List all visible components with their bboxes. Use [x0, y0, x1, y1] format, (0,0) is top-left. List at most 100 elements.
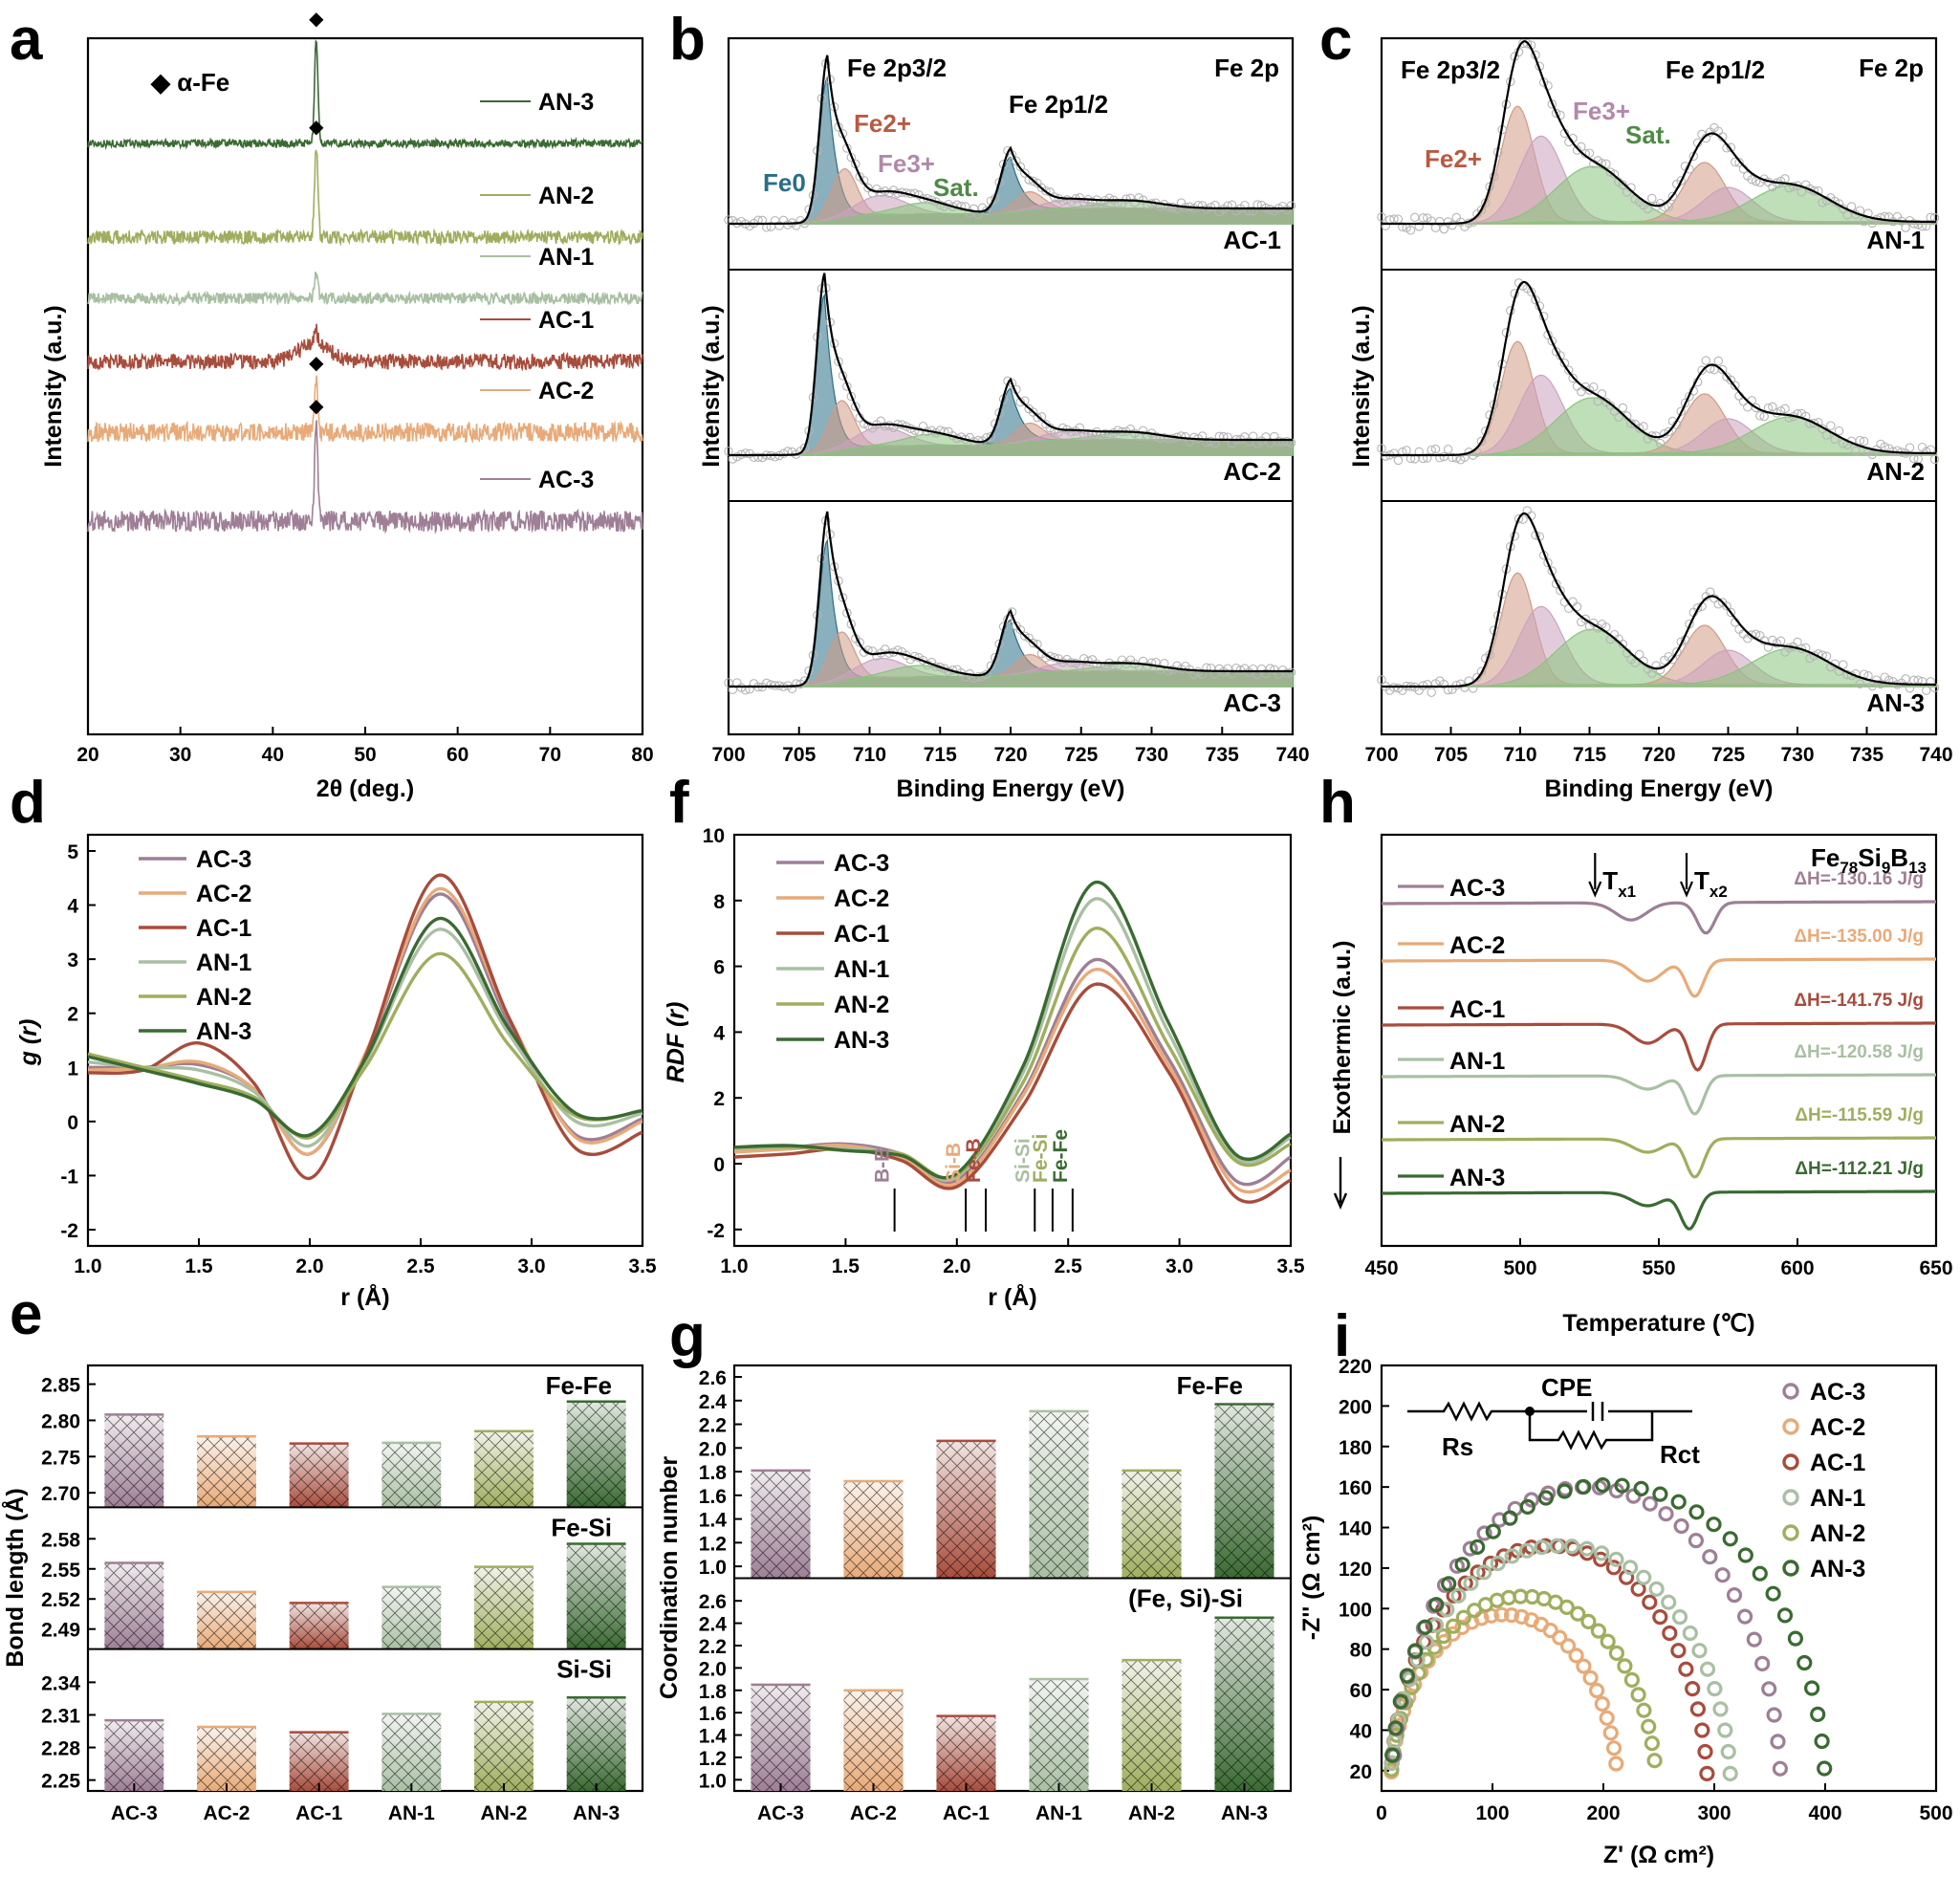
ytick-i: 40 [1350, 1720, 1372, 1742]
nyquist-point-AN-1 [1476, 1564, 1492, 1581]
xps-data-point [1405, 226, 1416, 235]
xps-data-point [1514, 513, 1524, 524]
xtick-g: AN-3 [1221, 1802, 1268, 1824]
tx-arrow [1679, 881, 1694, 898]
xtick-c: 710 [1503, 744, 1536, 766]
bond-marker-Si-B: Si-B [943, 1143, 965, 1183]
xrd-curve-AN-3 [87, 39, 643, 151]
nyquist-point-AN-1 [1549, 1538, 1565, 1554]
xps-data-point [778, 448, 789, 459]
xtick-a: 20 [76, 744, 98, 766]
ytick-d: -1 [60, 1166, 78, 1188]
alpha-fe-marker: ◆ [309, 9, 324, 30]
xps-data-point [1580, 614, 1590, 624]
ytick-d: 4 [67, 896, 78, 918]
ytick-i: 80 [1350, 1640, 1372, 1662]
nyquist-point-AC-2 [1608, 1756, 1624, 1772]
panel-d-plot: 1.0 1.5 2.0 2.5 3.0 3.5 -2 -1 0 1 2 3 4 5 AC-3 AC-2 AC-1… [60, 841, 657, 1277]
nyquist-point-AN-1 [1622, 1560, 1639, 1576]
xtick-b: 710 [853, 744, 886, 766]
xps-data-point [1922, 447, 1931, 457]
nyquist-point-AN-3 [1485, 1523, 1501, 1539]
panel-d-gr: 1.0 1.5 2.0 2.5 3.0 3.5 -2 -1 0 1 2 3 4 5 AC-3 AC-2 AC-1… [15, 833, 657, 1311]
nyquist-point-AN-1 [1717, 1722, 1733, 1738]
nyquist-point-AN-2 [1617, 1658, 1633, 1674]
panel-b-fe2p32: Fe 2p3/2 [847, 54, 947, 82]
xtick-f: 2.0 [943, 1255, 970, 1277]
ytick-g: 2.0 [699, 1438, 727, 1460]
panel-c-fe2p12: Fe 2p1/2 [1666, 55, 1765, 84]
nyquist-point-AN-3 [1810, 1706, 1826, 1723]
xps-data-point [1176, 431, 1187, 441]
nyquist-point-AN-3 [1502, 1510, 1518, 1526]
xps-data-point [1015, 624, 1026, 635]
nyquist-point-AN-2 [1383, 1761, 1400, 1778]
xps-data-point [1377, 444, 1386, 453]
panel-c-xps-an: AN-1 AN-2 AN-3 700 705 710 715 720 725 730 735 740… [1348, 36, 1953, 802]
panel-e-bond-length: 2.70 2.75 2.80 2.85 Fe-Fe 2.49 2.52 2.55 2.58 Fe-… [1, 1364, 644, 1824]
xtick-h: 450 [1364, 1257, 1398, 1279]
panel-label-i: i [1334, 1303, 1350, 1369]
nyquist-point-AN-3 [1814, 1733, 1830, 1750]
xps-data-point [1572, 601, 1582, 612]
ytick-g: 2.0 [699, 1658, 727, 1680]
xps-data-point [1647, 668, 1657, 679]
xps-data-point [1800, 643, 1811, 653]
xps-data-point [1476, 436, 1487, 447]
xps-data-point [1667, 191, 1678, 202]
panel-d-frame [86, 833, 644, 1248]
xps-data-point [1634, 424, 1644, 433]
xtick-b: 740 [1275, 744, 1309, 766]
xtick-d: 3.5 [628, 1255, 657, 1277]
nyquist-point-AN-3 [1384, 1747, 1401, 1763]
ytick-i: 200 [1339, 1396, 1372, 1418]
xtick-b: 700 [711, 744, 745, 766]
nyquist-point-AC-3 [1476, 1525, 1492, 1541]
e-subplot-Fe-Si: Fe-Si [551, 1513, 612, 1541]
nyquist-point-AN-1 [1720, 1743, 1736, 1760]
nyquist-point-AN-3 [1765, 1585, 1781, 1602]
xps-fit-envelope [729, 55, 1293, 226]
nyquist-point-AN-2 [1646, 1753, 1663, 1769]
xps-data-point [1734, 158, 1744, 167]
nyquist-point-AC-2 [1514, 1608, 1530, 1626]
xrd-legend-AN-2: AN-2 [538, 183, 594, 209]
dsc-curve-AN-3 [1382, 1189, 1936, 1231]
xps-data-point [1377, 212, 1386, 222]
xps-data-point [1618, 403, 1628, 413]
xrd-curve-AN-1 [87, 272, 643, 307]
nyquist-point-AN-2 [1435, 1627, 1452, 1645]
xps-data-point [991, 652, 1000, 663]
xtick-b: 720 [993, 744, 1027, 766]
nyquist-point-AC-3 [1625, 1488, 1642, 1504]
xps-data-point [1265, 438, 1275, 447]
nyquist-point-AN-2 [1418, 1651, 1434, 1668]
xps-data-point [1713, 600, 1724, 609]
xps-data-point [1701, 133, 1711, 143]
nyquist-point-AN-1 [1579, 1540, 1595, 1557]
xps-data-point [1855, 435, 1865, 446]
nyquist-point-AN-1 [1418, 1634, 1434, 1650]
xps-data-point [1722, 600, 1731, 611]
bond-marker-Si-Si: Si-Si [1012, 1138, 1034, 1183]
xtick-f: 3.0 [1165, 1255, 1193, 1277]
xps-data-point [1414, 222, 1424, 231]
xps-data-point [1905, 443, 1915, 452]
xps-sample-AC-3: AC-3 [1223, 688, 1281, 717]
xrd-curve-AN-2 [87, 149, 643, 247]
dsc-curve-AC-3 [1382, 900, 1936, 935]
panel-i-frame [1380, 1364, 1938, 1793]
panel-label-d: d [10, 770, 46, 836]
xrd-curve-AC-1 [87, 323, 643, 372]
nyquist-point-AN-2 [1636, 1702, 1652, 1718]
nyquist-point-AN-3 [1387, 1720, 1404, 1736]
nyquist-point-AC-3 [1462, 1540, 1478, 1557]
xtick-g: AC-2 [850, 1802, 897, 1824]
panel-a-xrd: AN-3 ◆ AN-2 ◆ AN-1 AC-1 AC-2 ◆ AC-3 ◆ 20 30 40 50 60 7… [40, 9, 654, 802]
xps-data-point [1531, 295, 1540, 305]
xps-data-point [1248, 206, 1258, 216]
xps-data-point [1731, 381, 1740, 390]
xps-data-point [1818, 198, 1827, 207]
xps-data-point [1041, 186, 1051, 196]
